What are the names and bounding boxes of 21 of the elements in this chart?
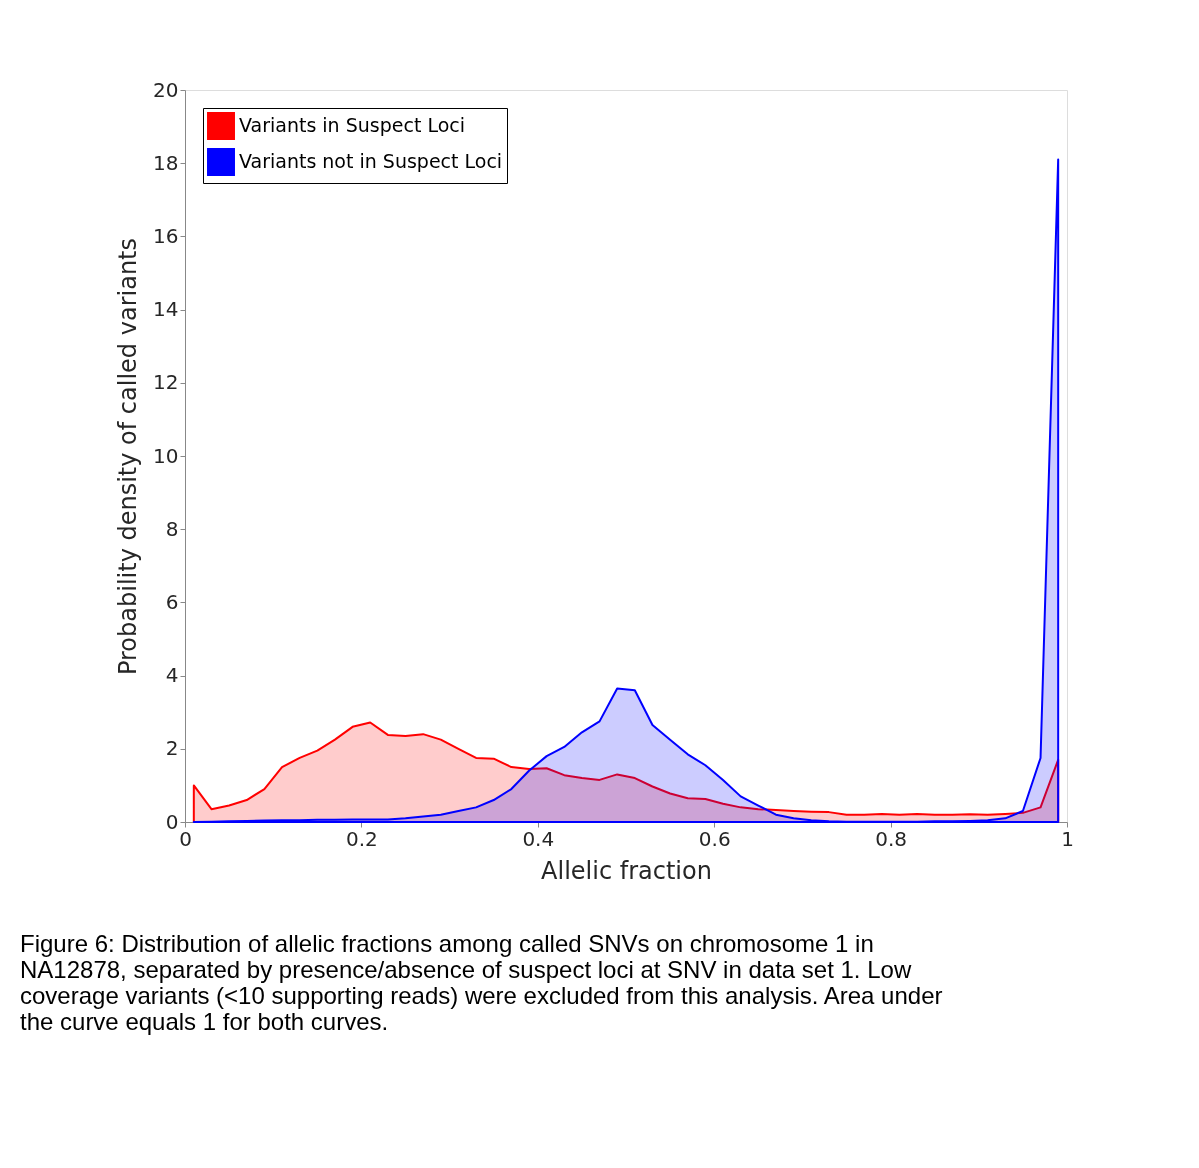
y-axis-title: Probability density of called variants bbox=[114, 237, 143, 676]
x-axis-title: Allelic fraction bbox=[541, 856, 712, 885]
caption: Figure 6: Distribution of allelic fractions among called SNVs on chromosome 1 in NA12878, separated by presence/absence of suspect loci at SNV in data set 1. Low coverage variants (<10 supporting reads) were excluded from this analysis. Area under the curve equals 1 for both curves. bbox=[20, 930, 943, 1035]
y-tick-label: 14 bbox=[153, 297, 179, 322]
y-tick-label: 0 bbox=[165, 809, 179, 834]
y-tick-label: 20 bbox=[153, 77, 179, 102]
x-tick-label: 0.2 bbox=[345, 826, 378, 851]
y-tick-label: 8 bbox=[165, 516, 179, 541]
legend-label: Variants not in Suspect Loci bbox=[239, 150, 503, 172]
y-tick-label: 16 bbox=[153, 223, 179, 248]
x-tick-label: 1 bbox=[1061, 826, 1074, 851]
x-tick-label: 0.4 bbox=[522, 826, 555, 851]
x-tick-label: 0.8 bbox=[875, 826, 908, 851]
y-tick-label: 2 bbox=[165, 736, 179, 761]
y-tick-label: 12 bbox=[153, 370, 179, 395]
y-tick-label: 4 bbox=[165, 663, 179, 688]
x-tick-label: 0.6 bbox=[698, 826, 731, 851]
y-tick-label: 10 bbox=[153, 443, 179, 468]
legend-label: Variants in Suspect Loci bbox=[239, 114, 465, 136]
y-tick-label: 6 bbox=[165, 589, 179, 614]
y-tick-label: 18 bbox=[153, 150, 179, 175]
